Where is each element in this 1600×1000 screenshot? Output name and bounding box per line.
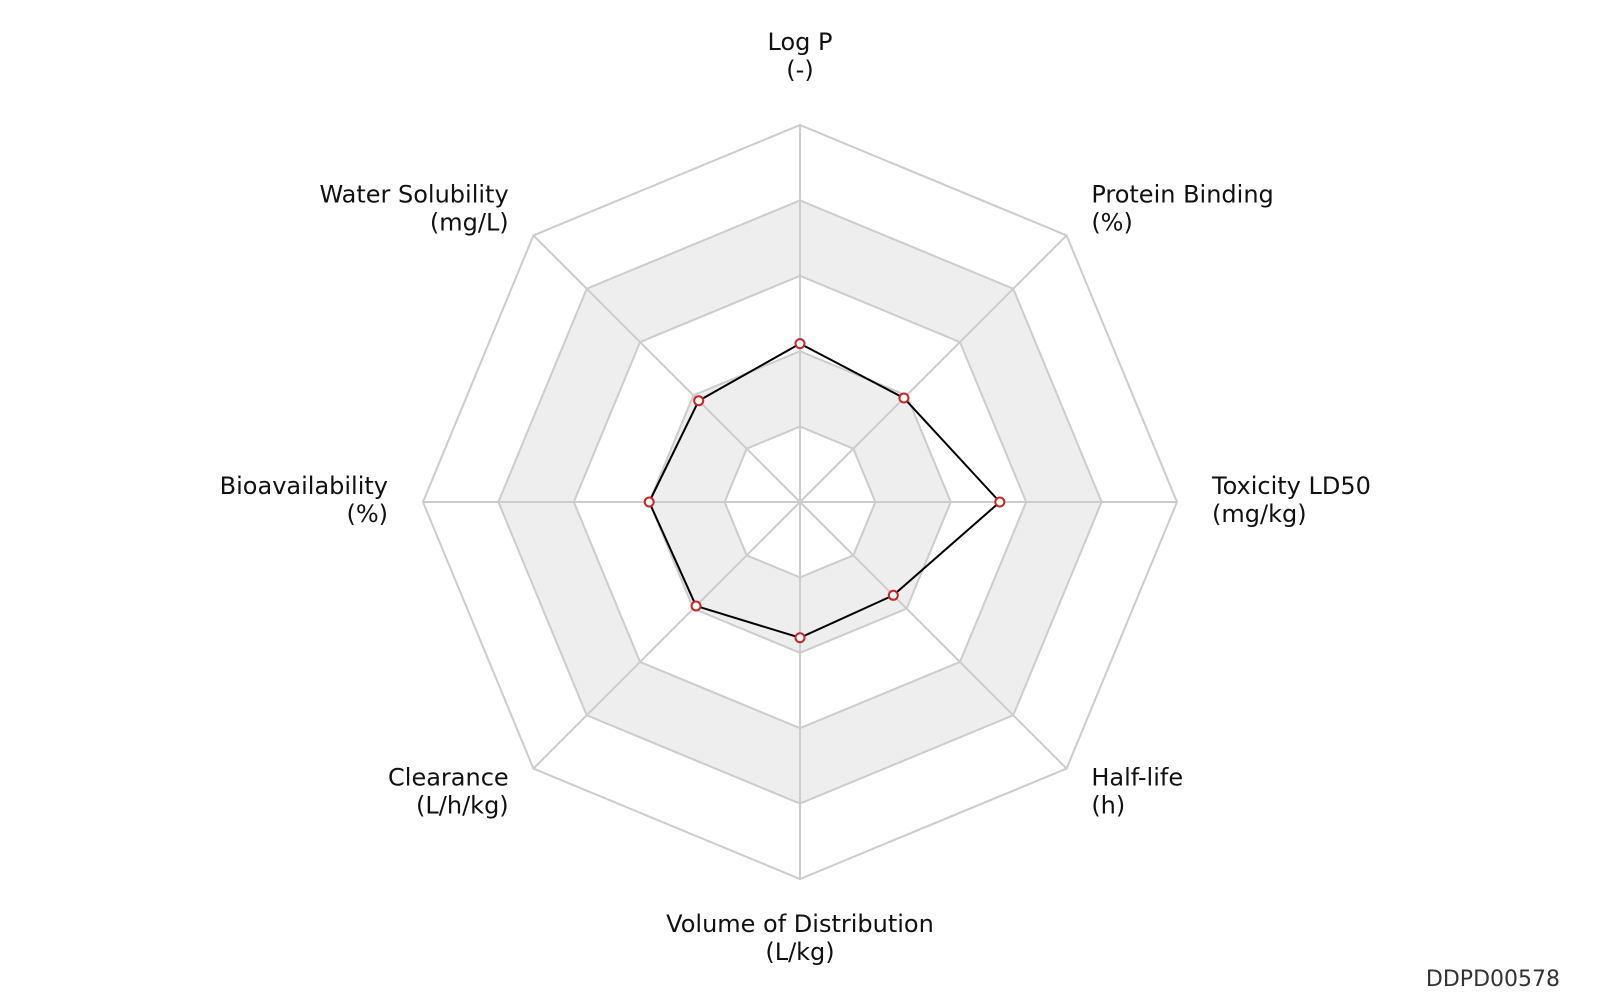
axis-label-6: Bioavailability — [220, 472, 388, 500]
axis-label-2: Toxicity LD50 — [1211, 472, 1371, 500]
axis-labels: Log P(-)Protein Binding(%)Toxicity LD50(… — [220, 28, 1371, 966]
axis-unit-0: (-) — [786, 56, 813, 84]
axis-spoke-1 — [799, 234, 1068, 503]
chart-code: DDPD00578 — [1425, 967, 1560, 992]
data-points — [643, 338, 1006, 644]
axis-unit-2: (mg/kg) — [1212, 500, 1307, 528]
axis-label-3: Half-life — [1091, 763, 1183, 791]
axis-spoke-5 — [532, 501, 801, 770]
axis-spoke-3 — [799, 501, 1068, 770]
axis-spokes — [423, 125, 1177, 879]
axis-unit-7: (mg/L) — [430, 209, 509, 237]
data-point-0 — [794, 338, 806, 350]
axis-unit-4: (L/kg) — [765, 938, 834, 966]
data-point-6 — [643, 496, 655, 508]
axis-label-5: Clearance — [388, 763, 509, 791]
axis-spoke-7 — [532, 234, 801, 503]
axis-label-1: Protein Binding — [1091, 181, 1273, 209]
data-point-4 — [794, 632, 806, 644]
data-point-5 — [690, 600, 702, 612]
axis-unit-6: (%) — [346, 500, 388, 528]
axis-unit-1: (%) — [1091, 209, 1133, 237]
axis-label-0: Log P — [768, 28, 833, 56]
data-point-3 — [887, 589, 899, 601]
axis-unit-3: (h) — [1091, 791, 1125, 819]
axis-label-7: Water Solubility — [319, 181, 508, 209]
data-point-1 — [898, 392, 910, 404]
axis-label-4: Volume of Distribution — [666, 910, 934, 938]
data-point-2 — [994, 496, 1006, 508]
data-point-7 — [693, 395, 705, 407]
axis-unit-5: (L/h/kg) — [416, 791, 509, 819]
